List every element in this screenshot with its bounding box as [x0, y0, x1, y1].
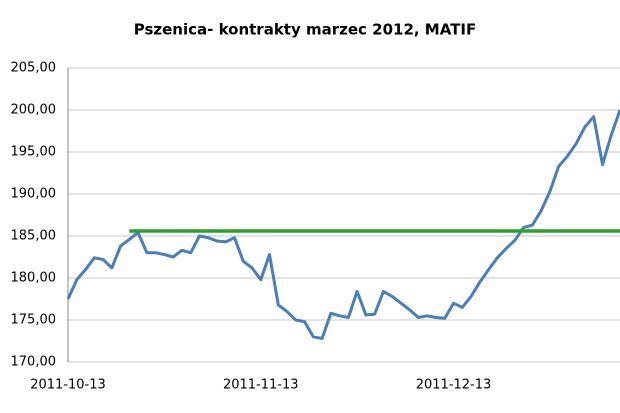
y-tick-label: 180,00 [11, 271, 57, 286]
x-tick-label: 2011-11-13 [223, 378, 299, 393]
y-tick-label: 195,00 [11, 145, 57, 160]
y-tick-label: 205,00 [11, 61, 57, 76]
y-tick-label: 190,00 [11, 187, 57, 202]
x-tick-label: 2011-12-13 [416, 378, 492, 393]
y-tick-label: 175,00 [11, 313, 57, 328]
series-line [66, 109, 620, 340]
y-tick-label: 185,00 [11, 229, 57, 244]
x-tick-label: 2011-10-13 [30, 378, 106, 393]
y-tick-label: 170,00 [11, 355, 57, 370]
y-tick-label: 200,00 [11, 103, 57, 118]
chart-title: Pszenica- kontrakty marzec 2012, MATIF [134, 21, 477, 39]
